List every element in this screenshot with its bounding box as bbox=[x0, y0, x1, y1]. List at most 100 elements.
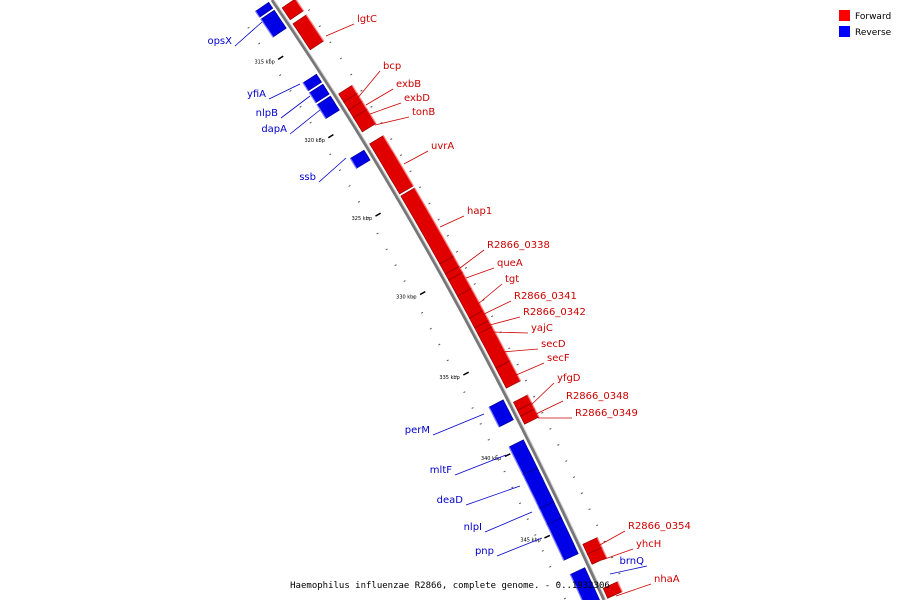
minor-tick bbox=[580, 492, 583, 495]
gene-label[interactable]: exbB bbox=[396, 79, 421, 90]
gene-leader-line bbox=[496, 537, 543, 557]
minor-tick bbox=[299, 105, 302, 108]
minor-tick bbox=[534, 534, 537, 536]
minor-tick bbox=[471, 407, 474, 409]
gene-label[interactable]: deaD bbox=[437, 495, 464, 506]
minor-tick bbox=[420, 311, 424, 314]
gene-leader-line bbox=[609, 565, 648, 575]
gene-highlight bbox=[308, 92, 317, 104]
minor-tick bbox=[319, 137, 322, 140]
gene-label[interactable]: yfiA bbox=[247, 89, 266, 100]
gene-label[interactable]: R2866_0338 bbox=[487, 240, 550, 251]
minor-tick bbox=[385, 248, 388, 251]
gene-leader-line bbox=[481, 300, 512, 316]
gene-leader-line bbox=[601, 548, 634, 561]
minor-tick bbox=[446, 359, 449, 362]
gene-leader-line bbox=[234, 21, 263, 47]
gene-label[interactable]: yajC bbox=[531, 323, 553, 334]
legend: Forward Reverse bbox=[839, 10, 892, 38]
gene-highlight bbox=[569, 574, 583, 600]
minor-tick bbox=[541, 411, 544, 414]
major-tick bbox=[504, 453, 511, 458]
gene-label[interactable]: dapA bbox=[261, 124, 287, 135]
gene-highlight bbox=[260, 18, 274, 38]
gene-label[interactable]: R2866_0342 bbox=[523, 307, 586, 318]
minor-tick bbox=[289, 90, 292, 92]
gene-leader-line bbox=[491, 331, 529, 334]
minor-tick bbox=[508, 347, 511, 350]
gene-dead-arrow[interactable] bbox=[522, 467, 555, 510]
gene-pnp-arrow[interactable] bbox=[546, 517, 579, 561]
gene-label[interactable]: pnp bbox=[475, 546, 494, 557]
genome-backbone bbox=[270, 0, 606, 600]
minor-tick bbox=[516, 363, 519, 366]
minor-tick bbox=[338, 169, 342, 172]
gene-leader-line bbox=[403, 150, 429, 165]
gene-label[interactable]: secF bbox=[547, 353, 570, 364]
gene-highlight bbox=[305, 14, 325, 42]
minor-tick bbox=[479, 422, 482, 425]
minor-tick bbox=[394, 264, 397, 267]
gene-label[interactable]: secD bbox=[541, 339, 566, 350]
minor-tick bbox=[549, 427, 552, 430]
gene-label[interactable]: lgtC bbox=[357, 14, 377, 25]
minor-tick bbox=[399, 154, 403, 157]
gene-leader-line bbox=[325, 23, 355, 37]
gene-highlight bbox=[349, 158, 357, 169]
minor-tick bbox=[329, 41, 332, 44]
tick-label: 340 kbp bbox=[481, 456, 501, 462]
minor-tick bbox=[339, 57, 342, 60]
gene-label[interactable]: yhcH bbox=[636, 539, 661, 550]
gene-lgtc-arrow[interactable] bbox=[292, 14, 325, 51]
tick-label: 330 kbp bbox=[396, 294, 416, 300]
gene-label[interactable]: R2866_0341 bbox=[514, 291, 577, 302]
legend-reverse-label: Reverse bbox=[855, 28, 892, 38]
gene-label[interactable]: nlpB bbox=[256, 108, 278, 119]
minor-tick bbox=[428, 202, 431, 205]
gene-label[interactable]: mltF bbox=[430, 465, 452, 476]
gene-label[interactable]: exbD bbox=[404, 93, 430, 104]
minor-tick bbox=[563, 597, 567, 600]
gene-label[interactable]: nlpI bbox=[464, 522, 482, 533]
gene-highlight bbox=[255, 10, 261, 18]
gene-label[interactable]: yfgD bbox=[557, 373, 581, 384]
genome-backbone-highlight bbox=[273, 0, 607, 600]
tick-label: 325 kbp bbox=[352, 216, 372, 222]
gene-highlight bbox=[470, 288, 484, 311]
gene-leader-line bbox=[513, 362, 545, 377]
minor-tick bbox=[511, 486, 514, 489]
gene-highlight bbox=[462, 272, 472, 289]
label-layer: opsX lgtC yfiA nlpB dapA bcp exbB exbD tonB ssb uv… bbox=[207, 14, 691, 597]
gene-label[interactable]: R2866_0349 bbox=[575, 408, 638, 419]
gene-ssb-arrow[interactable] bbox=[349, 149, 371, 169]
major-tick bbox=[419, 290, 426, 296]
minor-tick bbox=[557, 444, 560, 446]
minor-tick bbox=[367, 216, 370, 219]
gene-label[interactable]: R2866_0348 bbox=[566, 391, 629, 402]
gene-label[interactable]: nhaA bbox=[654, 574, 680, 585]
gene-highlight bbox=[351, 84, 358, 94]
minor-tick bbox=[610, 556, 614, 559]
minor-tick bbox=[360, 89, 363, 92]
tick-layer: 315 kbp 320 kbp 325 kbp 330 kbp 335 kbp 340 k… bbox=[247, 9, 621, 600]
gene-label[interactable]: ssb bbox=[299, 172, 316, 183]
gene-leader-line bbox=[289, 109, 321, 135]
gene-label[interactable]: perM bbox=[405, 425, 430, 436]
minor-tick bbox=[455, 250, 459, 253]
minor-tick bbox=[403, 280, 406, 283]
gene-label[interactable]: hap1 bbox=[467, 206, 492, 217]
gene-label[interactable]: tonB bbox=[412, 107, 435, 118]
gene-label[interactable]: bcp bbox=[383, 61, 401, 72]
gene-label[interactable]: opsX bbox=[207, 36, 232, 47]
gene-highlight bbox=[538, 508, 548, 525]
minor-tick bbox=[329, 153, 332, 156]
legend-reverse-swatch bbox=[839, 26, 850, 37]
gene-highlight bbox=[522, 474, 540, 509]
tick-label: 315 kbp bbox=[254, 60, 274, 66]
gene-label[interactable]: R2866_0354 bbox=[628, 521, 691, 532]
gene-label[interactable]: queA bbox=[497, 258, 523, 269]
gene-label[interactable]: brnQ bbox=[620, 556, 645, 567]
gene-label[interactable]: uvrA bbox=[431, 141, 454, 152]
gene-highlight bbox=[546, 524, 565, 561]
gene-label[interactable]: tgt bbox=[505, 274, 519, 285]
